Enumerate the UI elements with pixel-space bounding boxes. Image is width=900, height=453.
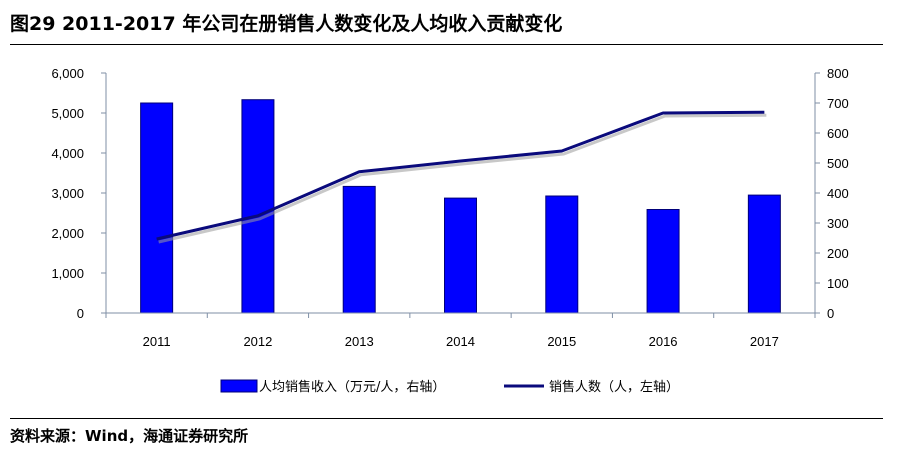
line-series-group (156, 110, 767, 244)
x-tick-label-2016: 2016 (649, 334, 678, 349)
x-tick-label-2017: 2017 (750, 334, 779, 349)
bar-2014 (444, 197, 477, 314)
legend-bar-swatch (220, 379, 258, 393)
left-tick-label: 1,000 (51, 266, 84, 281)
header-rule (10, 44, 883, 45)
bar-2012 (241, 99, 275, 314)
bar-group (140, 99, 781, 314)
left-tick-label: 6,000 (51, 66, 84, 81)
right-tick-label: 0 (827, 306, 834, 321)
bar-2015 (545, 195, 579, 314)
x-tick-label-2015: 2015 (547, 334, 576, 349)
footer-rule (10, 418, 883, 419)
right-tick-label: 200 (827, 246, 849, 261)
right-tick-label: 800 (827, 66, 849, 81)
bar-2013 (342, 185, 376, 314)
x-tick-label-2013: 2013 (345, 334, 374, 349)
x-tick-label-2011: 2011 (143, 334, 171, 349)
bar-2017 (747, 194, 781, 314)
legend: 人均销售收入（万元/人，右轴） 销售人数（人，左轴） (220, 379, 679, 395)
legend-bar-label: 人均销售收入（万元/人，右轴） (259, 379, 445, 395)
left-tick-label: 4,000 (51, 146, 84, 161)
left-tick-label: 5,000 (51, 106, 84, 121)
source-note: 资料来源：Wind，海通证券研究所 (10, 427, 249, 445)
x-tick-label-2012: 2012 (243, 334, 272, 349)
left-tick-label: 0 (77, 306, 84, 321)
tick-labels-group: 0 1,000 2,000 3,000 4,000 5,000 6,000 0 100 200 30… (51, 66, 848, 349)
right-tick-label: 600 (827, 126, 849, 141)
right-tick-label: 400 (827, 186, 849, 201)
bar-2011 (140, 102, 174, 314)
right-tick-label: 700 (827, 96, 849, 111)
line-shadow (158, 113, 767, 244)
left-tick-label: 3,000 (51, 186, 84, 201)
axes-group (101, 72, 820, 318)
left-tick-label: 2,000 (51, 226, 84, 241)
right-tick-label: 100 (827, 276, 849, 291)
bar-2016 (646, 209, 680, 314)
x-tick-label-2014: 2014 (446, 334, 475, 349)
right-tick-label: 300 (827, 216, 849, 231)
legend-line-label: 销售人数（人，左轴） (549, 379, 679, 395)
right-tick-label: 500 (827, 156, 849, 171)
chart-title: 图29 2011-2017 年公司在册销售人数变化及人均收入贡献变化 (10, 13, 563, 35)
